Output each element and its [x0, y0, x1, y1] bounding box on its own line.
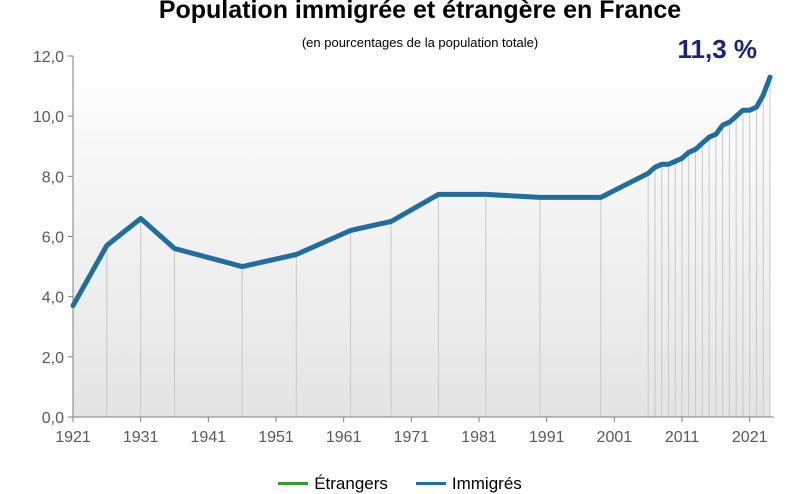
- data-point: [139, 217, 142, 220]
- data-point: [667, 163, 670, 166]
- data-point: [728, 121, 731, 124]
- data-point: [241, 265, 244, 268]
- data-point: [735, 115, 738, 118]
- y-tick-label: 0,0: [42, 410, 64, 427]
- data-point: [647, 172, 650, 175]
- x-tick-label: 2001: [597, 429, 633, 446]
- data-point: [741, 109, 744, 112]
- data-point: [681, 157, 684, 160]
- x-tick-label: 1971: [394, 429, 430, 446]
- data-point: [701, 142, 704, 145]
- x-tick-label: 2011: [665, 429, 700, 446]
- data-point: [653, 166, 656, 169]
- data-point: [660, 163, 663, 166]
- data-point: [762, 94, 765, 97]
- legend-swatch: [278, 482, 309, 485]
- data-point: [755, 106, 758, 109]
- chart-subtitle: (en pourcentages de la population totale…: [301, 35, 539, 50]
- x-tick-label: 1921: [55, 429, 91, 446]
- x-tick-label: 1991: [529, 429, 565, 446]
- x-tick-label: 1961: [326, 429, 362, 446]
- y-tick-label: 10,0: [33, 109, 64, 126]
- data-point: [714, 133, 717, 136]
- legend-swatch: [415, 482, 446, 485]
- data-point: [173, 247, 176, 250]
- data-point: [349, 229, 352, 232]
- data-point: [105, 244, 108, 247]
- line-chart: 0,0 2,0 4,0 6,0 8,0 10,0 12,0 1921 1931 1941 1951…: [33, 34, 774, 446]
- x-tick-label: 1941: [191, 429, 227, 446]
- data-point: [72, 304, 74, 307]
- data-point: [769, 76, 771, 79]
- y-tick-label: 12,0: [33, 49, 64, 66]
- x-tick-label: 1931: [123, 429, 159, 446]
- data-point: [694, 148, 697, 151]
- data-point: [721, 124, 724, 127]
- last-value-annotation: 11,3 %: [677, 34, 757, 64]
- y-tick-label: 6,0: [42, 230, 64, 247]
- data-point: [674, 160, 677, 163]
- y-tick-label: 2,0: [42, 350, 64, 367]
- data-point: [538, 196, 541, 199]
- data-point: [295, 253, 298, 256]
- chart-legend: Étrangers Immigrés: [0, 470, 800, 494]
- data-point: [484, 193, 487, 196]
- data-point: [599, 196, 602, 199]
- legend-item: Immigrés: [415, 473, 522, 494]
- x-tick-label: 2021: [732, 429, 768, 446]
- chart-title: Population immigrée et étrangère en Fran…: [158, 0, 682, 24]
- legend-label: Étrangers: [314, 473, 388, 493]
- x-tick-label: 1951: [258, 429, 294, 446]
- data-point: [390, 220, 393, 223]
- data-point: [748, 109, 751, 112]
- plot-area: [73, 56, 770, 417]
- data-point: [437, 193, 440, 196]
- data-point: [708, 136, 711, 139]
- x-tick-label: 1981: [461, 429, 497, 446]
- legend-label: Immigrés: [451, 473, 522, 493]
- legend-item: Étrangers: [278, 474, 388, 494]
- y-tick-label: 8,0: [42, 169, 64, 186]
- y-tick-label: 4,0: [42, 290, 64, 307]
- data-point: [687, 151, 690, 154]
